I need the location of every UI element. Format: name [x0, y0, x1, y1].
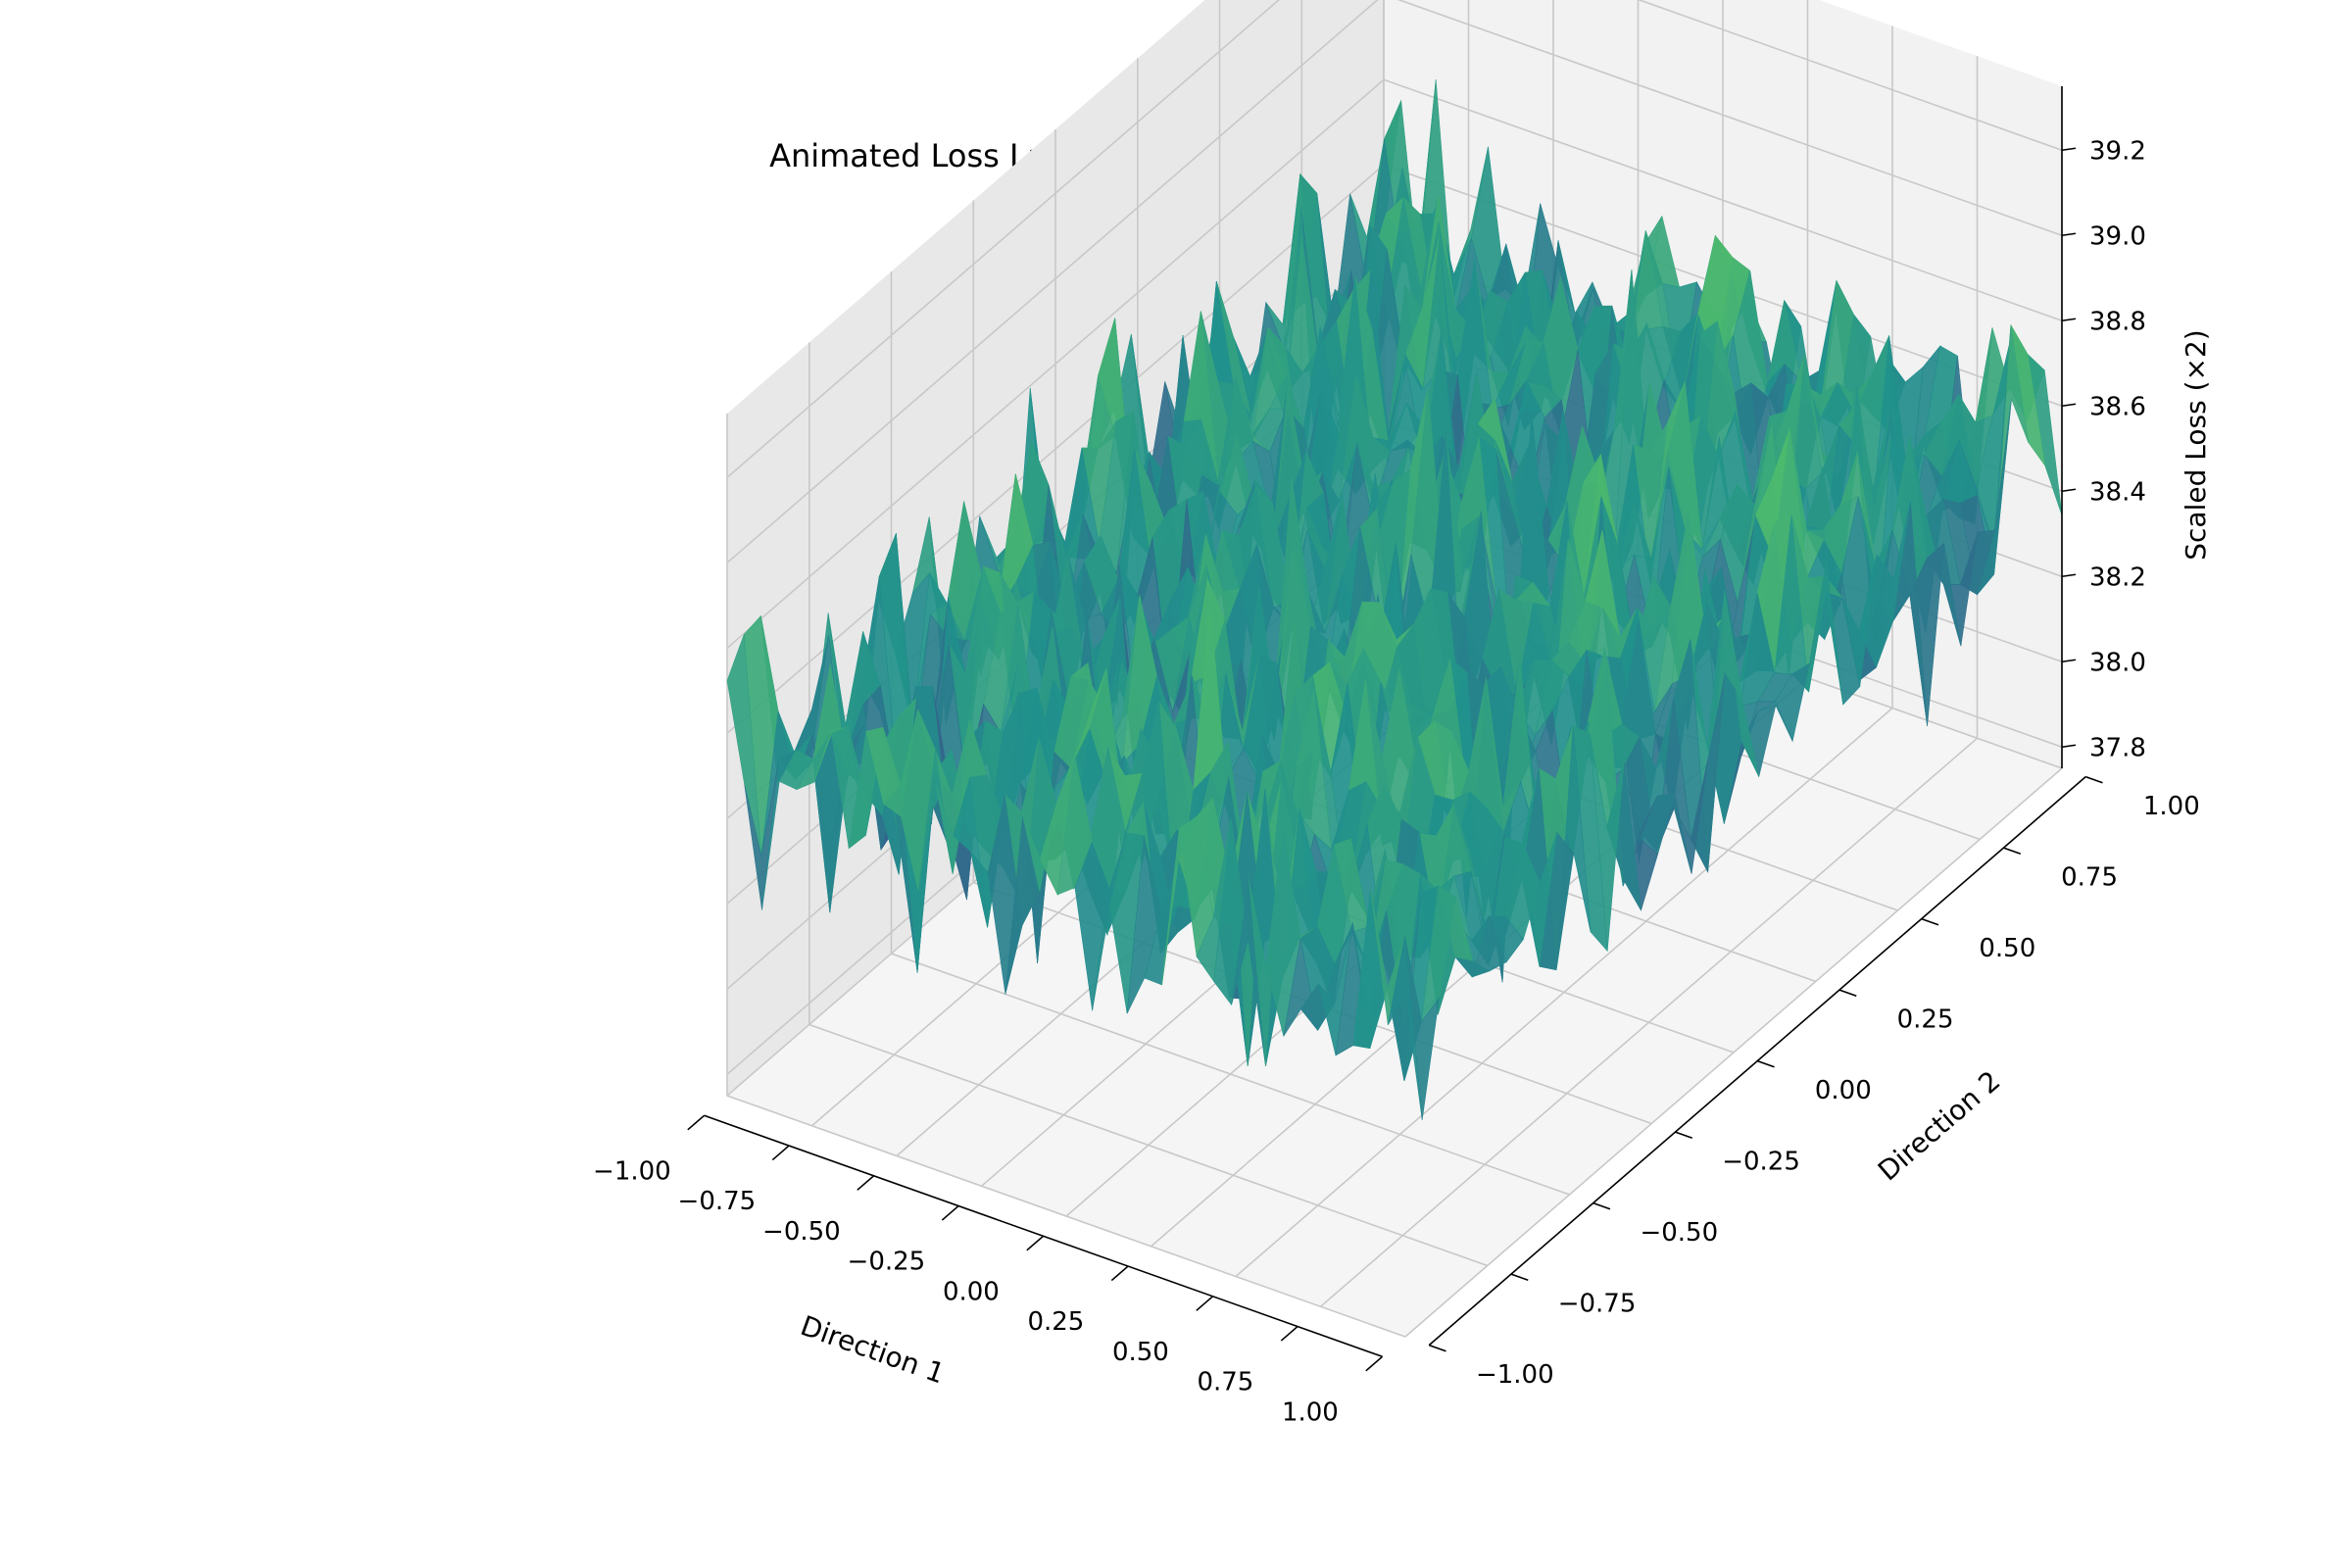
x-tick: [771, 1145, 790, 1161]
z-tick: [2061, 232, 2077, 237]
x-tick: [857, 1175, 875, 1191]
x-tick-label: 0.75: [1197, 1368, 1253, 1397]
grid-line-z: [726, 0, 2063, 478]
loss-surface: [726, 79, 2063, 1120]
grid-line-y: [808, 342, 1489, 1267]
y-tick-label: −0.25: [1722, 1147, 1800, 1176]
z-tick: [2061, 659, 2077, 663]
z-tick: [2061, 573, 2077, 578]
x-tick-label: −0.75: [678, 1187, 757, 1216]
x-tick-label: 0.00: [943, 1277, 1000, 1306]
z-tick-label: 39.2: [2089, 136, 2146, 166]
y-tick-label: 0.25: [1897, 1004, 1954, 1034]
y-tick-label: 0.00: [1815, 1076, 1872, 1105]
grid-line-z: [726, 0, 2063, 564]
grid-line-y: [726, 414, 1406, 1338]
z-tick: [2061, 318, 2077, 322]
y-tick: [2084, 775, 2103, 784]
x-tick-label: 0.25: [1027, 1307, 1084, 1337]
z-tick: [2061, 744, 2077, 749]
y-tick: [1756, 1059, 1775, 1068]
z-tick: [2061, 403, 2077, 408]
x-tick-label: −0.25: [848, 1248, 926, 1277]
x-tick: [1280, 1325, 1298, 1342]
z-tick-label: 38.0: [2089, 648, 2146, 677]
z-tick-label: 39.0: [2089, 221, 2146, 251]
x-tick-label: 1.00: [1282, 1397, 1339, 1427]
z-tick-label: 38.2: [2089, 563, 2146, 592]
z-tick-label: 38.6: [2089, 392, 2146, 421]
x-tick: [687, 1114, 706, 1131]
z-tick-label: 38.4: [2089, 477, 2146, 507]
y-axis-title: Direction 2: [1872, 1064, 2006, 1187]
y-tick-label: 1.00: [2143, 792, 2200, 821]
z-tick: [2061, 488, 2077, 493]
grid-line-z: [726, 78, 2063, 649]
x-tick: [941, 1204, 959, 1221]
surface-facet: [1388, 936, 1423, 1120]
y-tick-label: −0.75: [1558, 1289, 1637, 1318]
y-tick: [2003, 847, 2022, 856]
z-tick: [2061, 147, 2077, 152]
x-axis-title: Direction 1: [797, 1309, 949, 1390]
z-axis-title: Scaled Loss (×2): [2180, 329, 2212, 560]
x-tick-label: 0.50: [1112, 1338, 1169, 1367]
y-tick: [1921, 917, 1939, 926]
x-tick-label: −0.50: [762, 1217, 841, 1247]
z-tick-label: 38.8: [2089, 307, 2146, 336]
y-tick: [1675, 1131, 1693, 1140]
tick-marks: [687, 147, 2103, 1372]
y-tick: [1510, 1273, 1529, 1282]
x-tick: [1196, 1296, 1214, 1311]
y-tick-label: −0.50: [1640, 1218, 1718, 1248]
grid-line-y: [890, 271, 1570, 1196]
y-tick-label: 0.75: [2061, 862, 2118, 892]
y-tick: [1428, 1344, 1446, 1352]
x-tick: [1365, 1355, 1384, 1372]
z-tick-label: 37.8: [2089, 733, 2146, 762]
y-tick-label: 0.50: [1979, 934, 2035, 963]
y-tick: [1838, 989, 1857, 998]
x-tick: [1026, 1235, 1045, 1251]
x-tick-label: −1.00: [593, 1156, 671, 1186]
y-tick-label: −1.00: [1476, 1360, 1554, 1390]
x-tick: [1110, 1265, 1129, 1282]
y-tick: [1592, 1201, 1611, 1210]
